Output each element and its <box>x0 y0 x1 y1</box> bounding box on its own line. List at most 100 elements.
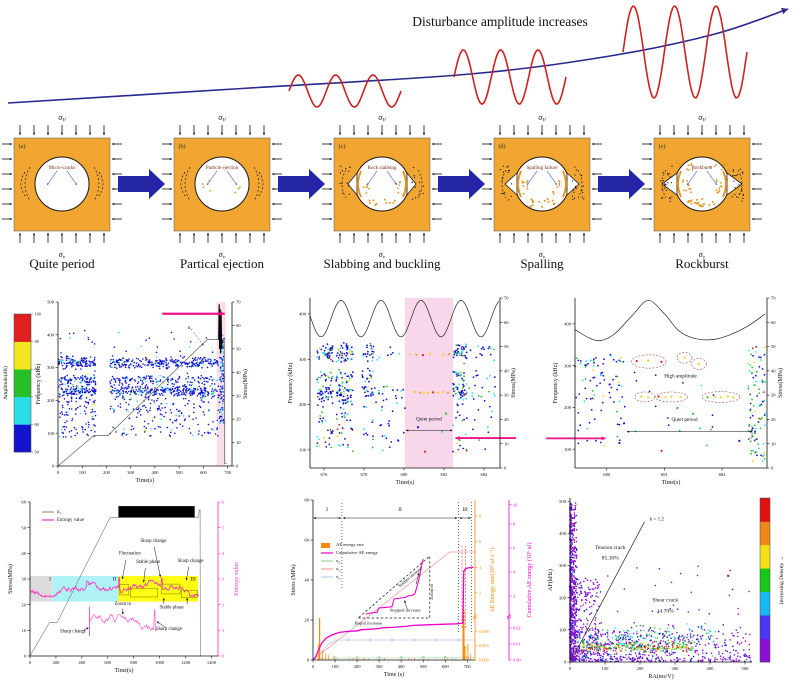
svg-text:(c): (c) <box>339 143 346 150</box>
svg-text:200: 200 <box>354 664 362 669</box>
svg-text:Micro-cracks: Micro-cracks <box>49 166 76 171</box>
svg-text:σV: σV <box>218 113 226 123</box>
svg-text:300: 300 <box>47 365 55 370</box>
svg-text:Time(s): Time(s) <box>396 479 415 486</box>
svg-text:Sharp change: Sharp change <box>60 629 86 634</box>
svg-text:680: 680 <box>603 472 611 477</box>
svg-text:400: 400 <box>564 321 572 326</box>
svg-text:40: 40 <box>236 370 241 375</box>
svg-text:40: 40 <box>304 578 309 583</box>
svg-text:(a): (a) <box>19 143 26 150</box>
svg-text:III: III <box>190 576 196 582</box>
svg-text:50: 50 <box>771 344 776 349</box>
svg-text:0: 0 <box>222 654 225 659</box>
svg-text:σV: σV <box>57 510 62 515</box>
svg-text:Frequency (kHz): Frequency (kHz) <box>35 364 42 405</box>
svg-text:0.02: 0.02 <box>513 626 521 631</box>
svg-text:680: 680 <box>401 472 409 477</box>
svg-text:300: 300 <box>127 470 135 475</box>
svg-text:Stress(MPa): Stress(MPa) <box>510 368 517 398</box>
svg-text:σV: σV <box>378 113 386 123</box>
svg-text:Stable phase: Stable phase <box>136 560 160 565</box>
svg-text:682: 682 <box>719 472 727 477</box>
svg-text:10: 10 <box>771 441 776 446</box>
svg-text:100: 100 <box>564 447 572 452</box>
svg-text:300: 300 <box>299 357 307 362</box>
svg-text:30: 30 <box>504 393 509 398</box>
svg-text:1: 1 <box>222 628 225 633</box>
stage-caption: Partical ejection <box>180 256 265 271</box>
svg-text:Quiet period: Quiet period <box>672 417 698 423</box>
svg-text:200: 200 <box>564 405 572 410</box>
svg-text:Cumulative AE energy: Cumulative AE energy <box>336 550 379 555</box>
svg-text:60: 60 <box>771 320 776 325</box>
svg-text:Zoom in: Zoom in <box>115 602 132 607</box>
svg-text:σV: σV <box>58 113 66 123</box>
svg-text:σh: σh <box>336 574 340 580</box>
stage-panel-(a): σV σv Micro-cracks (a) Quite period <box>2 113 122 271</box>
stage-transition-arrow <box>438 169 485 199</box>
svg-text:6: 6 <box>222 500 225 505</box>
svg-text:100: 100 <box>299 447 307 452</box>
stage-caption: Quite period <box>29 256 95 271</box>
svg-text:(e): (e) <box>659 143 666 150</box>
svg-text:0: 0 <box>52 464 55 469</box>
svg-text:Stress (MPa): Stress (MPa) <box>290 564 297 595</box>
svg-text:(b): (b) <box>179 143 186 150</box>
svg-text:50: 50 <box>21 525 26 530</box>
svg-text:20: 20 <box>504 417 509 422</box>
svg-text:Stress(MPa): Stress(MPa) <box>242 369 249 399</box>
svg-text:400: 400 <box>299 311 307 316</box>
stage-transition-arrow <box>118 169 165 199</box>
svg-text:Rapid increase: Rapid increase <box>355 620 382 625</box>
svg-text:300: 300 <box>376 664 384 669</box>
svg-text:σN: σN <box>336 558 341 564</box>
svg-text:10: 10 <box>513 502 517 507</box>
stage-transition-arrow <box>598 169 645 199</box>
svg-text:684: 684 <box>481 472 489 477</box>
svg-text:676: 676 <box>321 472 329 477</box>
svg-text:2: 2 <box>222 602 225 607</box>
stage-caption: Rockburst <box>675 256 729 271</box>
svg-text:70: 70 <box>771 296 776 301</box>
svg-text:600: 600 <box>104 660 112 665</box>
svg-text:80: 80 <box>304 498 309 503</box>
svg-text:20: 20 <box>236 417 241 422</box>
stage-panel-(d): σV σv Spalling failure (d) Spalling <box>482 113 602 271</box>
svg-text:Entropy value: Entropy value <box>57 518 84 523</box>
svg-text:40: 40 <box>771 368 776 373</box>
svg-text:0.00: 0.00 <box>513 658 521 663</box>
svg-text:Time(s): Time(s) <box>662 479 681 486</box>
svg-text:Frequency (kHz): Frequency (kHz) <box>552 363 559 404</box>
svg-text:Sharp change: Sharp change <box>156 627 182 632</box>
stage-caption: Slabbing and buckling <box>324 256 441 271</box>
svg-text:Time(s): Time(s) <box>115 667 134 674</box>
svg-text:30: 30 <box>236 393 241 398</box>
svg-text:0: 0 <box>236 464 239 469</box>
svg-text:70: 70 <box>35 394 39 399</box>
svg-text:8: 8 <box>479 514 481 519</box>
svg-text:700: 700 <box>224 470 232 475</box>
stage-transition-arrow <box>278 169 325 199</box>
svg-text:100: 100 <box>332 664 340 669</box>
svg-text:40: 40 <box>504 368 509 373</box>
svg-text:70: 70 <box>236 300 241 305</box>
svg-text:Rock slabbing: Rock slabbing <box>368 166 397 171</box>
svg-text:70: 70 <box>504 296 509 301</box>
svg-text:700: 700 <box>464 664 472 669</box>
stage-caption: Spalling <box>520 256 564 271</box>
svg-text:50: 50 <box>236 346 241 351</box>
svg-text:400: 400 <box>47 332 55 337</box>
svg-text:4: 4 <box>513 570 516 575</box>
svg-text:Rockburst: Rockburst <box>692 166 713 171</box>
svg-text:300: 300 <box>564 363 572 368</box>
svg-text:Amplitude(dB): Amplitude(dB) <box>2 366 9 400</box>
svg-text:Stepped increase: Stepped increase <box>390 608 421 613</box>
